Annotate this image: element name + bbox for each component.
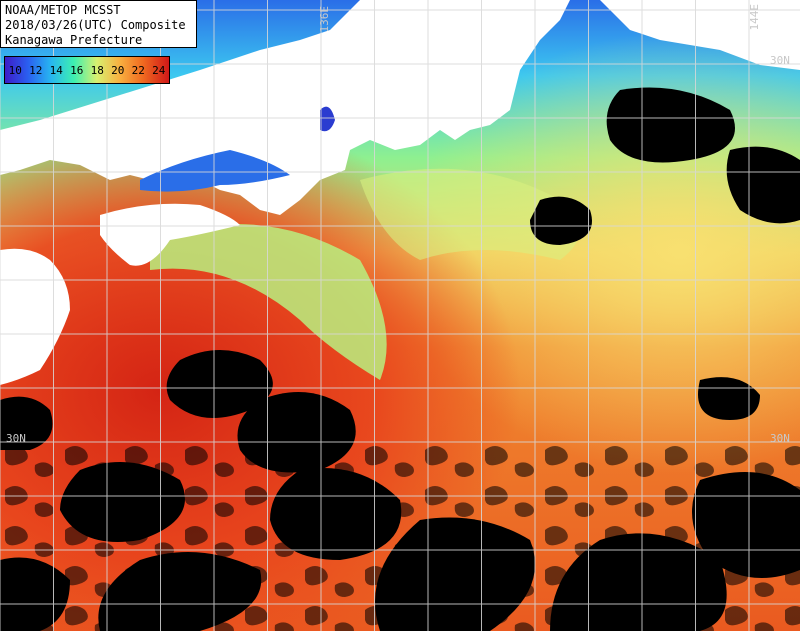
lat-label-top-right: 30N <box>770 54 790 67</box>
lon-label-144: 144E <box>748 4 761 31</box>
title-line-1: NOAA/METOP MCSST <box>5 3 121 17</box>
lat-label-30-left: 30N <box>6 432 26 445</box>
legend-tick: 10 <box>8 63 22 77</box>
legend-tick: 18 <box>90 63 104 77</box>
legend-ticks: 10 12 14 16 18 20 22 24 <box>5 64 169 77</box>
lat-label-30-right: 30N <box>770 432 790 445</box>
legend-tick: 24 <box>152 63 166 77</box>
title-line-2: 2018/03/26(UTC) Composite <box>5 18 186 32</box>
title-line-3: Kanagawa Prefecture <box>5 33 143 47</box>
legend-tick: 20 <box>111 63 125 77</box>
temperature-legend: 10 12 14 16 18 20 22 24 <box>4 56 170 84</box>
lon-label-136: 136E <box>318 6 331 33</box>
legend-tick: 12 <box>29 63 43 77</box>
legend-tick: 22 <box>131 63 145 77</box>
land-kyushu <box>0 248 70 385</box>
legend-gradient <box>5 57 169 83</box>
title-box: NOAA/METOP MCSST 2018/03/26(UTC) Composi… <box>0 0 197 48</box>
land-shikoku <box>100 203 240 266</box>
legend-tick: 14 <box>49 63 63 77</box>
legend-tick: 16 <box>70 63 84 77</box>
